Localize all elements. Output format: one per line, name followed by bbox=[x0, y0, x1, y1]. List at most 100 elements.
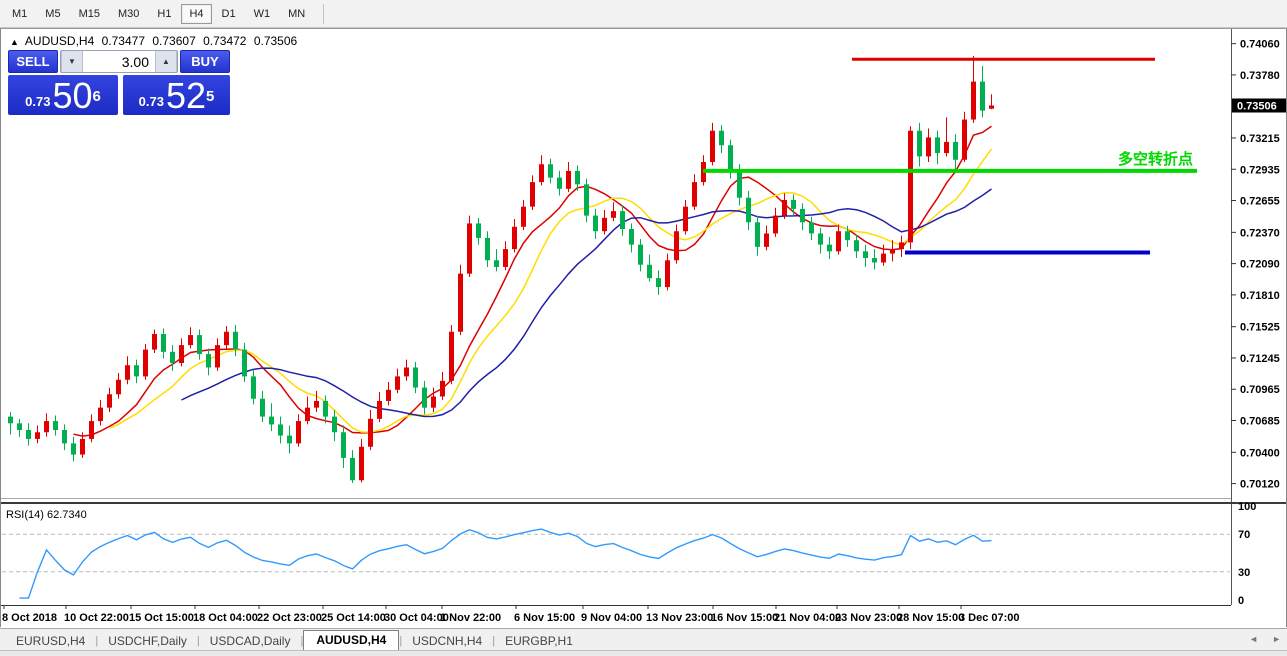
chart-window: 多空转折点 0.74060 0.73780 0.73215 0.72935 0.72655… bbox=[0, 28, 1287, 628]
candle-body bbox=[800, 208, 805, 223]
high-value: 0.73607 bbox=[152, 34, 196, 48]
current-price-tag bbox=[1232, 98, 1286, 113]
candle-body bbox=[584, 184, 589, 216]
chart-tab-eurusd[interactable]: EURUSD,H4 bbox=[16, 634, 86, 648]
candle-body bbox=[476, 223, 481, 238]
candle-body bbox=[791, 199, 796, 209]
candle-body bbox=[485, 237, 490, 261]
candle-body bbox=[917, 130, 922, 157]
buy-button[interactable]: BUY bbox=[180, 50, 230, 73]
timeframe-button-w1[interactable]: W1 bbox=[246, 4, 279, 24]
volume-input[interactable] bbox=[83, 51, 155, 72]
time-tick-label: 21 Nov 04:00 bbox=[774, 612, 841, 624]
candle-body bbox=[395, 376, 400, 390]
candle-body bbox=[377, 400, 382, 419]
candle-body bbox=[836, 231, 841, 252]
candle-body bbox=[170, 351, 175, 363]
timeframe-button-h1[interactable]: H1 bbox=[149, 4, 179, 24]
buy-price-sup: 5 bbox=[206, 88, 215, 105]
timeframe-button-d1[interactable]: D1 bbox=[214, 4, 244, 24]
candle-body bbox=[467, 223, 472, 274]
time-tick-label: 6 Nov 15:00 bbox=[514, 612, 575, 624]
timeframe-toolbar: M1 M5 M15 M30 H1 H4 D1 W1 MN bbox=[0, 0, 1287, 28]
low-value: 0.73472 bbox=[203, 34, 247, 48]
chart-plot-area[interactable] bbox=[0, 28, 1231, 605]
candle-body bbox=[683, 206, 688, 232]
time-axis[interactable]: 8 Oct 2018 10 Oct 22:00 15 Oct 15:00 18 Oct… bbox=[2, 605, 1020, 624]
chart-tab-usdcnh[interactable]: USDCNH,H4 bbox=[412, 634, 483, 648]
chart-tab-usdchf[interactable]: USDCHF,Daily bbox=[108, 634, 187, 648]
candle-body bbox=[62, 430, 67, 444]
buy-price-panel[interactable]: 0.73 52 5 bbox=[123, 75, 230, 115]
candle-body bbox=[44, 421, 49, 433]
timeframe-button-m30[interactable]: M30 bbox=[110, 4, 147, 24]
tab-scroll-right-icon[interactable]: ► bbox=[1272, 634, 1281, 644]
price-axis[interactable]: 0.74060 0.73780 0.73215 0.72935 0.72655 0.723… bbox=[1231, 39, 1280, 491]
tab-separator: | bbox=[95, 635, 99, 647]
candle-body bbox=[890, 249, 895, 254]
candle-body bbox=[242, 349, 247, 377]
candle-body bbox=[566, 170, 571, 189]
price-tick-label: 0.73780 bbox=[1240, 70, 1280, 82]
candle-body bbox=[953, 141, 958, 160]
price-chart[interactable]: 多空转折点 0.74060 0.73780 0.73215 0.72935 0.72655… bbox=[0, 28, 1287, 628]
collapse-triangle-icon[interactable]: ▲ bbox=[10, 37, 19, 47]
candle-body bbox=[449, 331, 454, 381]
sell-price-panel[interactable]: 0.73 50 6 bbox=[8, 75, 118, 115]
candle-body bbox=[98, 407, 103, 422]
candle-body bbox=[827, 244, 832, 252]
sell-button[interactable]: SELL bbox=[8, 50, 58, 73]
price-tick-label: 0.74060 bbox=[1240, 39, 1280, 51]
pane-splitter[interactable] bbox=[0, 502, 1287, 504]
candle-body bbox=[386, 389, 391, 401]
candle-body bbox=[989, 105, 994, 109]
volume-decrease-button[interactable]: ▼ bbox=[61, 51, 83, 72]
chart-title: ▲ AUDUSD,H4 0.73477 0.73607 0.73472 0.735… bbox=[10, 34, 301, 48]
candle-body bbox=[548, 164, 553, 178]
candle-body bbox=[71, 443, 76, 455]
chart-tab-usdcad[interactable]: USDCAD,Daily bbox=[209, 634, 291, 648]
candle-body bbox=[755, 222, 760, 247]
candle-body bbox=[89, 421, 94, 439]
candle-body bbox=[908, 130, 913, 243]
timeframe-button-m5[interactable]: M5 bbox=[37, 4, 68, 24]
candle-body bbox=[710, 130, 715, 162]
timeframe-button-m1[interactable]: M1 bbox=[4, 4, 35, 24]
candle-body bbox=[332, 416, 337, 433]
candles-layer bbox=[8, 55, 994, 484]
candle-body bbox=[881, 253, 886, 263]
turning-point-label: 多空转折点 bbox=[1118, 150, 1193, 168]
candle-body bbox=[359, 446, 364, 481]
timeframe-button-mn[interactable]: MN bbox=[280, 4, 313, 24]
tab-scroll-left-icon[interactable]: ◄ bbox=[1249, 634, 1259, 644]
close-value: 0.73506 bbox=[253, 34, 298, 48]
candle-body bbox=[179, 345, 184, 363]
chart-tab-bar: EURUSD,H4 | USDCHF,Daily | USDCAD,Daily | AUDU… bbox=[0, 628, 1287, 650]
candle-body bbox=[35, 432, 40, 439]
tab-separator: | bbox=[196, 635, 200, 647]
time-tick-label: 15 Oct 15:00 bbox=[129, 612, 194, 624]
candle-body bbox=[521, 206, 526, 227]
time-tick-label: 10 Oct 22:00 bbox=[64, 612, 129, 624]
candle-body bbox=[260, 398, 265, 417]
sell-price-sup: 6 bbox=[92, 88, 101, 105]
candle-body bbox=[305, 407, 310, 422]
timeframe-button-m15[interactable]: M15 bbox=[71, 4, 108, 24]
chart-tab-eurgbp[interactable]: EURGBP,H1 bbox=[505, 634, 573, 648]
candle-body bbox=[413, 367, 418, 388]
candle-body bbox=[269, 416, 274, 425]
one-click-trading-panel: SELL ▼ ▲ BUY 0.73 50 6 0.73 52 5 bbox=[8, 50, 230, 115]
timeframe-button-h4[interactable]: H4 bbox=[181, 3, 212, 24]
time-tick-label: 16 Nov 15:00 bbox=[711, 612, 778, 624]
candle-body bbox=[926, 137, 931, 157]
time-tick-label: 1 Nov 22:00 bbox=[440, 612, 501, 624]
chart-tab-audusd[interactable]: AUDUSD,H4 bbox=[303, 630, 400, 650]
candle-body bbox=[458, 273, 463, 332]
candle-body bbox=[647, 264, 652, 279]
candle-body bbox=[494, 260, 499, 267]
volume-increase-button[interactable]: ▲ bbox=[155, 51, 177, 72]
candle-body bbox=[404, 367, 409, 377]
tab-separator: | bbox=[300, 635, 304, 647]
candle-body bbox=[530, 182, 535, 207]
candle-body bbox=[665, 260, 670, 288]
